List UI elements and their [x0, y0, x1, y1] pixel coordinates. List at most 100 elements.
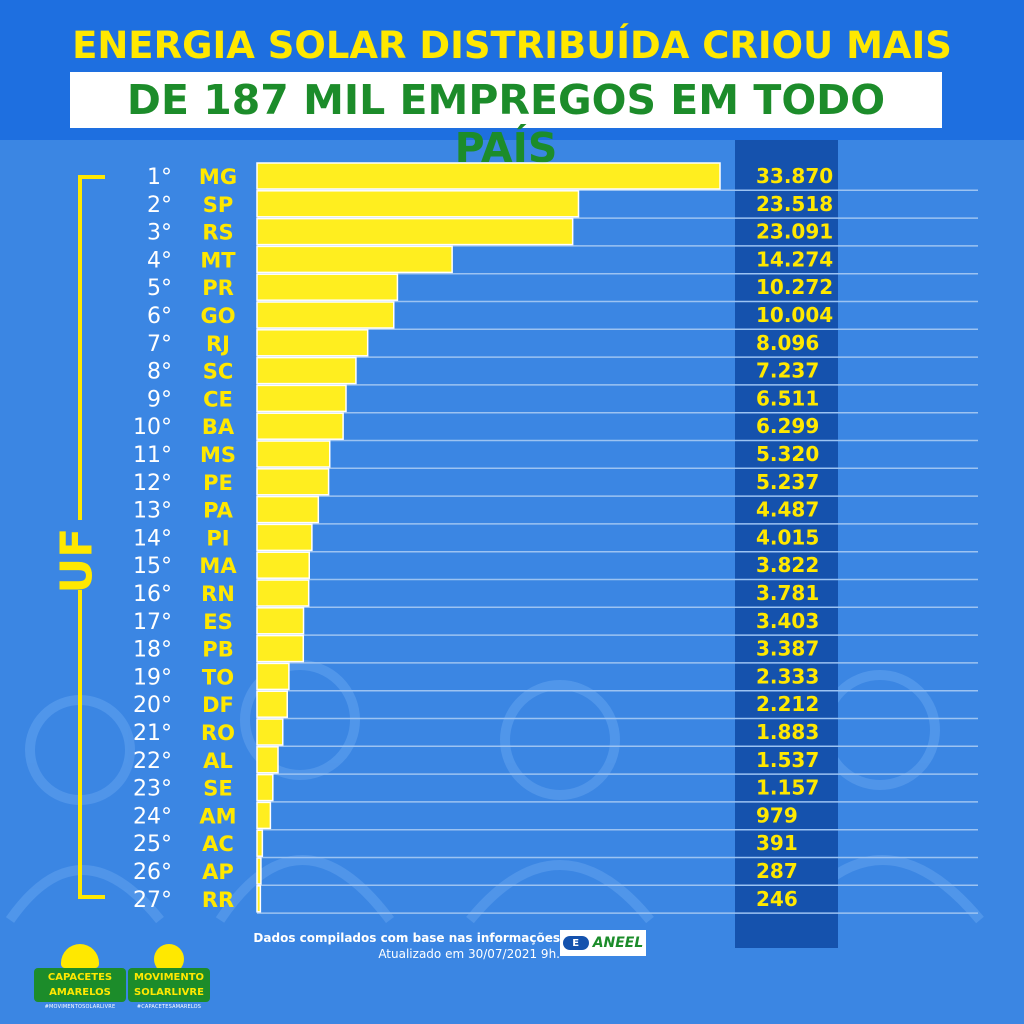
value-label: 979 [756, 803, 798, 827]
title-line-1: ENERGIA SOLAR DISTRIBUÍDA CRIOU MAIS [72, 24, 952, 67]
value-label: 4.487 [756, 498, 819, 522]
logo2-line2: SOLARLIVRE [134, 987, 204, 998]
value-label: 391 [756, 831, 798, 855]
value-label: 287 [756, 859, 798, 883]
category-label: MA [199, 554, 237, 578]
rank-label: 1° [147, 165, 172, 190]
rank-label: 2° [147, 193, 172, 218]
category-label: AC [202, 832, 234, 856]
source-note: Dados compilados com base nas informaçõe… [230, 930, 560, 962]
value-label: 3.387 [756, 637, 819, 661]
bar-ma [256, 551, 310, 579]
category-label: SE [203, 777, 232, 801]
rank-label: 10° [133, 415, 172, 440]
logo2-tag: #CAPACETESAMARELOS [136, 1004, 202, 1010]
rank-label: 11° [133, 443, 172, 468]
rank-label: 23° [133, 777, 172, 802]
source-line-1: Dados compilados com base nas informaçõe… [253, 931, 560, 945]
bar-to [256, 662, 290, 691]
category-label: GO [200, 304, 235, 328]
value-label: 3.403 [756, 609, 819, 633]
category-label: TO [202, 665, 234, 689]
bar-ba [256, 412, 344, 440]
category-label: CE [203, 387, 233, 411]
bar-ce [256, 384, 347, 413]
value-label: 1.883 [756, 720, 819, 744]
bar-mt [256, 245, 453, 274]
value-label: 4.015 [756, 525, 819, 549]
movimento-solar-livre-logo: MOVIMENTO SOLARLIVRE #CAPACETESAMARELOS [128, 944, 210, 1014]
logo2-line1: MOVIMENTO [133, 972, 205, 983]
value-label: 10.272 [756, 275, 833, 299]
bar-es [256, 607, 305, 635]
value-label: 7.237 [756, 359, 819, 383]
category-label: RR [202, 888, 234, 912]
bar-mg [256, 162, 721, 190]
uf-bracket [78, 175, 105, 899]
value-label: 14.274 [756, 247, 833, 271]
aneel-icon: E [562, 936, 589, 950]
rank-label: 15° [133, 554, 172, 579]
bar-ac [256, 829, 264, 857]
category-label: PE [203, 471, 233, 495]
category-label: AP [202, 860, 234, 884]
helmet-icon [61, 944, 99, 968]
aneel-label: ANEEL [592, 935, 644, 951]
bar-am [256, 801, 272, 830]
category-label: MT [200, 248, 236, 272]
bar-rr [256, 885, 262, 913]
rank-label: 4° [147, 248, 172, 273]
rank-label: 13° [133, 499, 172, 524]
rank-label: 25° [133, 832, 172, 857]
rank-label: 6° [147, 304, 172, 329]
value-label: 5.320 [756, 442, 819, 466]
value-label: 3.822 [756, 553, 819, 577]
category-label: PA [203, 499, 233, 523]
capacetes-amarelos-logo: CAPACETES AMARELOS #MOVIMENTOSOLARLIVRE [34, 944, 126, 1014]
rank-label: 5° [147, 276, 172, 301]
bar-pa [256, 495, 320, 524]
crowd-silhouette [5, 660, 984, 924]
bar-sc [256, 356, 357, 385]
title-line-2-box [70, 72, 942, 128]
category-label: MS [200, 443, 236, 467]
value-label: 3.781 [756, 581, 819, 605]
value-label: 5.237 [756, 470, 819, 494]
category-label: RN [201, 582, 235, 606]
bar-al [256, 746, 279, 774]
category-label: BA [202, 415, 235, 439]
rank-label: 19° [133, 665, 172, 690]
category-label: AM [199, 804, 236, 828]
rank-label: 24° [133, 804, 172, 829]
bar-pi [256, 523, 313, 552]
uf-axis-label: UF [51, 527, 103, 594]
rank-label: 21° [133, 721, 172, 746]
category-label: SP [203, 193, 234, 217]
value-label: 10.004 [756, 303, 833, 327]
value-label: 1.537 [756, 748, 819, 772]
value-label: 23.091 [756, 220, 833, 244]
bar-ap [256, 857, 262, 885]
category-label: PR [202, 276, 234, 300]
logo1-tag: #MOVIMENTOSOLARLIVRE [44, 1004, 116, 1010]
bar-ms [256, 440, 331, 468]
bar-rj [256, 329, 369, 357]
bar-go [256, 301, 395, 329]
rank-label: 14° [133, 526, 172, 551]
rank-label: 8° [147, 360, 172, 385]
value-column [735, 140, 838, 948]
value-label: 1.157 [756, 776, 819, 800]
value-label: 23.518 [756, 192, 833, 216]
rank-label: 16° [133, 582, 172, 607]
bar-df [256, 690, 288, 718]
rank-label: 17° [133, 610, 172, 635]
logo1-line1: CAPACETES [47, 972, 113, 983]
category-label: DF [202, 693, 234, 717]
category-label: PB [202, 638, 233, 662]
value-label: 6.511 [756, 386, 819, 410]
rank-label: 27° [133, 888, 172, 913]
source-line-2: Atualizado em 30/07/2021 9h. [378, 947, 560, 961]
value-label: 2.212 [756, 692, 819, 716]
rank-label: 20° [133, 693, 172, 718]
